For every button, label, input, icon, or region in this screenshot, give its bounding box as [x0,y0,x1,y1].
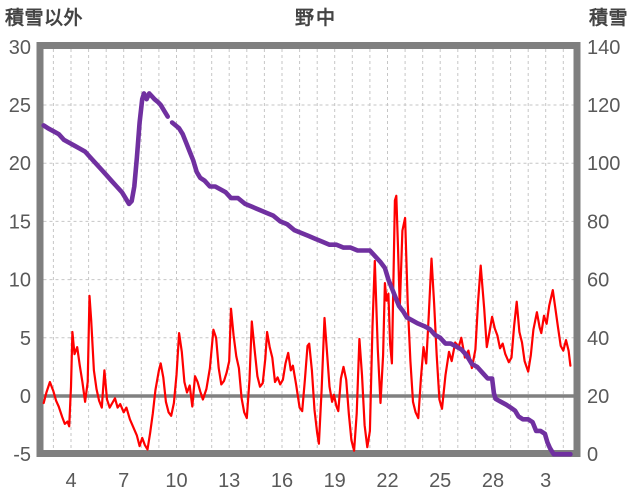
right-axis-tick-label: 40 [587,328,609,350]
left-axis-tick-label: 20 [9,153,31,175]
right-axis-tick-label: 100 [587,153,620,175]
right-axis-tick-label: 80 [587,211,609,233]
x-axis-tick-label: 3 [540,470,551,492]
right-axis-tick-label: 0 [587,444,598,466]
left-axis-tick-label: 15 [9,211,31,233]
purple-snow-depth-line [41,91,170,207]
left-axis-title: 積雪以外 [5,8,84,29]
left-axis-tick-label: -5 [13,444,31,466]
x-axis-tick-label: 19 [324,470,346,492]
right-axis-tick-label: 140 [587,37,620,59]
left-axis-tick-label: 5 [20,328,31,350]
x-axis-tick-label: 28 [482,470,504,492]
right-axis-tick-label: 20 [587,386,609,408]
x-axis-tick-label: 10 [165,470,187,492]
right-axis-tick-label: 120 [587,95,620,117]
right-axis-title: 積雪 [588,8,628,29]
x-axis-tick-label: 4 [65,470,76,492]
red-left-axis-line [42,194,572,452]
x-axis-tick-label: 25 [429,470,451,492]
plot-border [36,42,581,457]
x-axis-tick-label: 22 [376,470,398,492]
chart-title: 野中 [294,8,338,29]
left-axis-tick-label: 0 [20,386,31,408]
right-axis-tick-label: 60 [587,270,609,292]
x-axis-tick-label: 7 [118,470,129,492]
x-axis-tick-label: 16 [271,470,293,492]
left-axis-tick-label: 10 [9,270,31,292]
left-axis-tick-label: 30 [9,37,31,59]
left-axis-tick-label: 25 [9,95,31,117]
x-axis-tick-label: 13 [218,470,240,492]
purple-snow-depth-line [169,120,573,457]
